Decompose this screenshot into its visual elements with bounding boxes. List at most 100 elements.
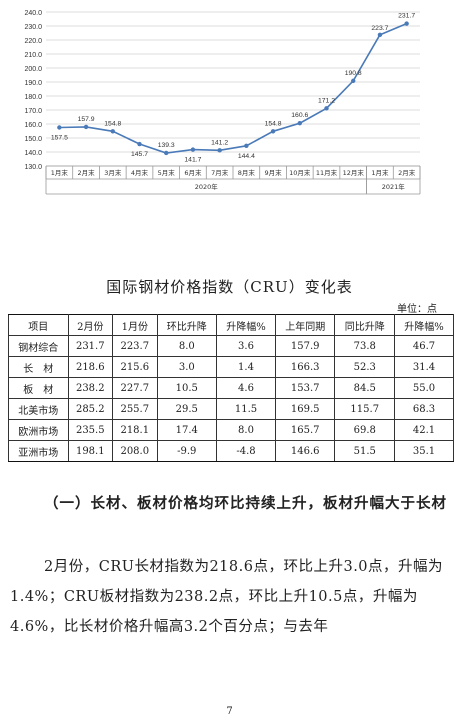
y-tick-label: 200.0 (24, 66, 42, 73)
body-paragraph: 2月份，CRU长材指数为218.6点，环比上升3.0点，升幅为1.4%；CRU板… (10, 552, 450, 642)
row-label: 钢材综合 (8, 335, 69, 357)
data-point (404, 21, 409, 26)
data-point (270, 129, 276, 134)
x-tick-label: 5月末 (158, 168, 176, 177)
table-cell: 165.7 (274, 419, 336, 441)
section-heading: （一）长材、板材价格均环比持续上升，板材升幅大于长材 (10, 490, 450, 518)
y-tick-label: 160.0 (24, 122, 42, 129)
section-heading-text: （一）长材、板材价格均环比持续上升，板材升幅大于长材 (44, 495, 447, 512)
table-row: 北美市场 285.2 255.7 29.5 11.5 169.5 115.7 68.3 (8, 398, 454, 420)
data-point (324, 106, 329, 111)
year-group-label: 2021年 (382, 182, 406, 191)
row-label: 欧洲市场 (8, 419, 69, 441)
data-point (57, 125, 62, 130)
y-tick-label: 240.0 (24, 10, 42, 17)
table-header-row: 项目 2月份 1月份 环比升降 升降幅% 上年同期 同比升降 升降幅% (8, 314, 454, 336)
table-cell: 11.5 (216, 398, 276, 420)
table-cell: 3.0 (156, 356, 218, 378)
table-cell: 55.0 (394, 377, 454, 399)
table-cell: 218.6 (67, 356, 114, 378)
series-line (59, 22, 407, 154)
table-cell: 1.4 (216, 356, 276, 378)
y-tick-label: 210.0 (24, 52, 42, 59)
table-cell: 73.8 (334, 335, 396, 357)
table-cell: 198.1 (67, 440, 114, 462)
data-label: 231.7 (398, 13, 415, 20)
data-label: 154.8 (104, 120, 121, 127)
column-header: 环比升降 (156, 314, 218, 336)
table-cell: 218.1 (112, 419, 158, 441)
table-cell: 69.8 (334, 419, 396, 441)
table-cell: 35.1 (394, 440, 454, 462)
x-tick-label: 6月末 (184, 168, 202, 177)
table-cell: 227.7 (112, 377, 158, 399)
x-tick-label: 4月末 (131, 168, 149, 177)
table-cell: 285.2 (67, 398, 114, 420)
column-header: 升降幅% (216, 314, 276, 336)
table-row: 欧洲市场 235.5 218.1 17.4 8.0 165.7 69.8 42.1 (8, 419, 454, 441)
data-point (244, 143, 249, 149)
table-cell: 3.6 (216, 335, 276, 357)
data-label: 223.7 (371, 25, 388, 32)
table-cell: 146.6 (274, 440, 336, 462)
x-tick-label: 11月末 (316, 168, 338, 177)
data-label: 190.8 (345, 70, 362, 77)
table-cell: 52.3 (334, 356, 396, 378)
data-label: 157.9 (78, 116, 95, 123)
data-point (297, 120, 302, 126)
table-cell: 42.1 (394, 419, 454, 441)
column-header: 项目 (8, 314, 69, 336)
x-tick-label: 1月末 (371, 168, 389, 177)
data-label: 145.7 (131, 151, 148, 158)
data-label: 171.2 (318, 97, 335, 104)
data-point (110, 129, 115, 134)
table-cell: 231.7 (67, 335, 114, 357)
table-row: 板 材 238.2 227.7 10.5 4.6 153.7 84.5 55.0 (8, 377, 454, 399)
y-tick-label: 190.0 (24, 80, 42, 87)
cru-index-table: 项目 2月份 1月份 环比升降 升降幅% 上年同期 同比升降 升降幅% 钢材综合 231.7 22… (8, 314, 454, 462)
column-header: 升降幅% (394, 314, 454, 336)
table-cell: 166.3 (274, 356, 336, 378)
column-header: 同比升降 (334, 314, 396, 336)
table-cell: 8.0 (156, 335, 218, 357)
x-tick-label: 12月末 (343, 168, 365, 177)
year-group-label: 2020年 (195, 182, 219, 191)
data-label: 157.5 (51, 135, 68, 142)
y-tick-label: 170.0 (24, 108, 42, 115)
table-cell: -9.9 (156, 440, 218, 462)
table-cell: 115.7 (334, 398, 396, 420)
y-tick-label: 140.0 (24, 150, 42, 157)
x-tick-label: 9月末 (265, 168, 283, 177)
data-label: 144.4 (238, 153, 255, 160)
table-cell: 29.5 (156, 398, 218, 420)
table-cell: 153.7 (274, 377, 336, 399)
data-label: 141.7 (184, 157, 201, 164)
table-cell: 68.3 (394, 398, 454, 420)
table-cell: -4.8 (216, 440, 276, 462)
data-point (164, 150, 169, 156)
table-cell: 238.2 (67, 377, 114, 399)
table-row: 钢材综合 231.7 223.7 8.0 3.6 157.9 73.8 46.7 (8, 335, 454, 357)
table-unit: 单位：点 (397, 304, 437, 315)
x-tick-label: 2月末 (78, 168, 96, 177)
y-tick-label: 230.0 (24, 24, 42, 31)
y-tick-label: 130.0 (24, 164, 42, 171)
table-cell: 255.7 (112, 398, 158, 420)
table-cell: 46.7 (394, 335, 454, 357)
body-paragraph-text: 2月份，CRU长材指数为218.6点，环比上升3.0点，升幅为1.4%；CRU板… (10, 559, 444, 635)
data-point (190, 147, 196, 152)
table-cell: 235.5 (67, 419, 114, 441)
page-number: 7 (226, 706, 233, 717)
steel-price-line-chart: 130.0 140.0 150.0 160.0 170.0 180.0 190.0 200.0… (24, 10, 421, 195)
data-point (377, 32, 383, 38)
data-label: 154.8 (265, 120, 282, 127)
row-label: 长 材 (8, 356, 69, 378)
x-tick-label: 10月末 (289, 168, 311, 177)
x-tick-label: 1月末 (51, 168, 69, 177)
table-cell: 157.9 (274, 335, 336, 357)
table-cell: 51.5 (334, 440, 396, 462)
table-cell: 8.0 (216, 419, 276, 441)
data-label: 141.2 (211, 139, 228, 146)
table-row: 亚洲市场 198.1 208.0 -9.9 -4.8 146.6 51.5 35.1 (8, 440, 454, 462)
table-cell: 223.7 (112, 335, 158, 357)
